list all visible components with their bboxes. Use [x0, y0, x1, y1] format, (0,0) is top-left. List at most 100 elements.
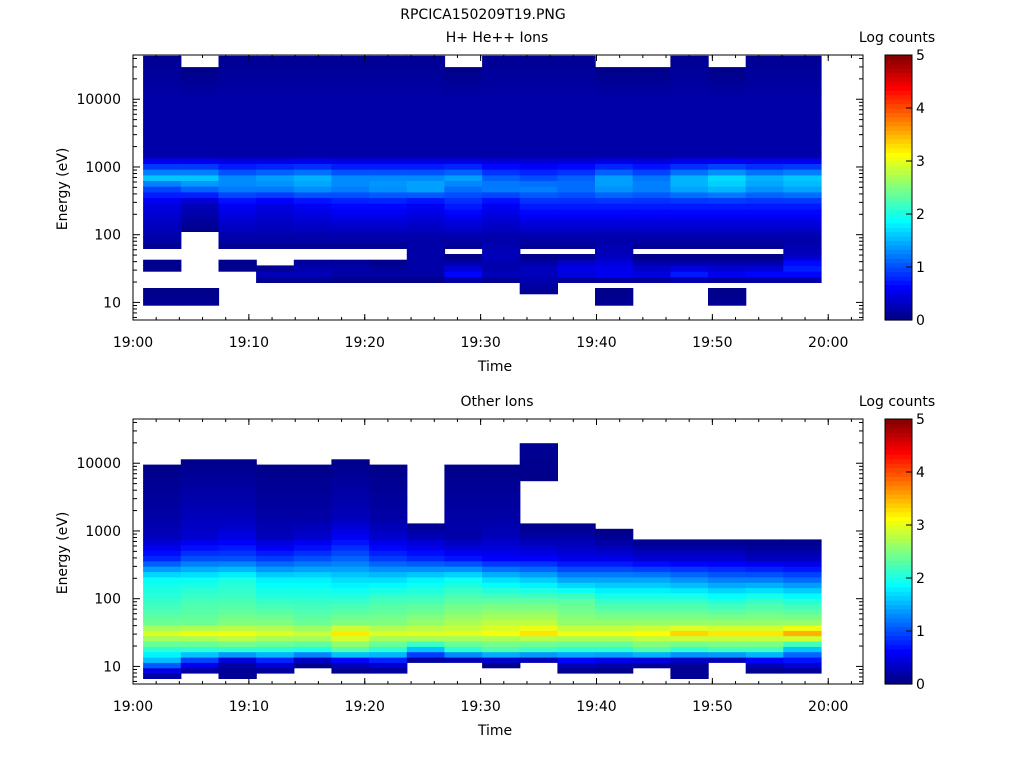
- heatmap-cell: [557, 191, 596, 198]
- heatmap-cell: [557, 646, 596, 653]
- heatmap-cell: [708, 112, 747, 119]
- heatmap-cell: [293, 582, 333, 589]
- heatmap-cell: [519, 608, 558, 615]
- colorbar-swatch: [885, 130, 912, 136]
- heatmap-cell: [406, 539, 446, 546]
- heatmap-cell: [293, 123, 333, 130]
- heatmap-cell: [180, 118, 220, 125]
- heatmap-cell: [180, 502, 220, 508]
- heatmap-cell: [180, 146, 220, 153]
- heatmap-cell: [218, 203, 257, 210]
- heatmap-cell: [180, 598, 220, 605]
- heatmap-cell: [519, 271, 558, 278]
- heatmap-cell: [369, 95, 408, 102]
- heatmap-cell: [783, 146, 822, 153]
- heatmap-cell: [670, 78, 709, 85]
- heatmap-cell: [180, 470, 220, 476]
- heatmap-cell: [783, 651, 822, 658]
- heatmap-cell: [595, 67, 634, 74]
- heatmap-cell: [444, 625, 483, 631]
- heatmap-cell: [745, 197, 784, 204]
- colorbar-swatch: [885, 152, 912, 158]
- heatmap-cell: [632, 123, 671, 130]
- heatmap-cell: [595, 89, 634, 96]
- heatmap-cell: [670, 112, 709, 119]
- heatmap-cell: [143, 197, 182, 204]
- heatmap-cell: [406, 135, 446, 142]
- heatmap-cell: [369, 662, 408, 669]
- heatmap-cell: [143, 299, 182, 306]
- x-tick-label: 19:50: [692, 699, 732, 715]
- heatmap-cell: [745, 174, 784, 181]
- heatmap-cell: [519, 146, 558, 153]
- heatmap-cell: [708, 646, 747, 653]
- heatmap-cell: [783, 592, 822, 599]
- heatmap-cell: [218, 231, 257, 238]
- heatmap-cell: [783, 220, 822, 227]
- heatmap-cell: [218, 635, 257, 642]
- colorbar-swatch: [885, 463, 912, 469]
- heatmap-cell: [143, 550, 182, 556]
- heatmap-cell: [595, 186, 634, 193]
- colorbar-swatch: [885, 670, 912, 676]
- heatmap-cell: [331, 135, 370, 142]
- heatmap-cell: [595, 254, 634, 261]
- heatmap-cell: [369, 84, 408, 91]
- heatmap-cell: [745, 101, 784, 108]
- colorbar-swatch: [885, 445, 912, 451]
- heatmap-cell: [218, 180, 257, 187]
- heatmap-cell: [595, 259, 634, 266]
- heatmap-cell: [218, 512, 257, 519]
- heatmap-cell: [745, 271, 784, 278]
- heatmap-cell: [180, 635, 220, 642]
- heatmap-cell: [708, 271, 747, 278]
- heatmap-cell: [369, 523, 408, 530]
- heatmap-cell: [143, 539, 182, 546]
- heatmap-cell: [519, 475, 558, 482]
- heatmap-cell: [369, 657, 408, 663]
- heatmap-cell: [670, 152, 709, 159]
- heatmap-cell: [783, 152, 822, 159]
- heatmap-cell: [482, 555, 521, 562]
- heatmap-cell: [519, 231, 558, 238]
- colorbar-swatch: [885, 578, 912, 584]
- heatmap-cell: [519, 129, 558, 136]
- heatmap-cell: [708, 544, 747, 551]
- heatmap-cell: [482, 146, 521, 153]
- heatmap-cell: [256, 523, 295, 530]
- heatmap-cell: [331, 84, 370, 91]
- heatmap-cell: [632, 582, 671, 589]
- heatmap-cell: [369, 598, 408, 605]
- heatmap-cell: [670, 603, 709, 610]
- colorbar-swatch: [885, 441, 912, 447]
- heatmap-cell: [444, 106, 483, 113]
- heatmap-cell: [557, 259, 596, 266]
- heatmap-cell: [331, 587, 370, 594]
- heatmap-cell: [557, 67, 596, 74]
- heatmap-cell: [670, 646, 709, 653]
- heatmap-cell: [331, 576, 370, 583]
- heatmap-cell: [482, 84, 521, 91]
- heatmap-cell: [632, 203, 671, 210]
- heatmap-cell: [519, 237, 558, 244]
- heatmap-cell: [745, 89, 784, 96]
- heatmap-cell: [670, 265, 709, 272]
- heatmap-cell: [256, 646, 295, 653]
- panel-title: H+ He++ Ions: [446, 30, 549, 46]
- heatmap-cell: [406, 560, 446, 567]
- heatmap-cell: [369, 61, 408, 68]
- heatmap-cell: [143, 135, 182, 142]
- heatmap-cell: [482, 502, 521, 508]
- heatmap-cell: [557, 550, 596, 556]
- heatmap-cell: [143, 152, 182, 159]
- heatmap-cell: [670, 197, 709, 204]
- heatmap-cell: [557, 208, 596, 215]
- heatmap-cell: [595, 299, 634, 306]
- heatmap-cell: [708, 220, 747, 227]
- heatmap-cell: [632, 587, 671, 594]
- heatmap-cell: [180, 293, 220, 300]
- heatmap-cell: [519, 118, 558, 125]
- heatmap-cell: [218, 667, 257, 674]
- heatmap-cell: [670, 560, 709, 567]
- heatmap-cell: [557, 608, 596, 615]
